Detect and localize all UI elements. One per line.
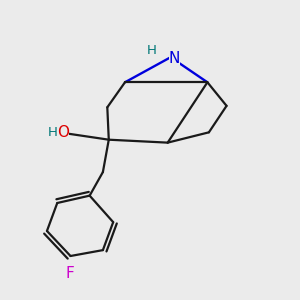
Text: H: H [48,126,58,139]
Text: N: N [169,51,180,66]
Text: H: H [146,44,156,57]
Text: O: O [57,125,69,140]
Text: F: F [65,266,74,281]
